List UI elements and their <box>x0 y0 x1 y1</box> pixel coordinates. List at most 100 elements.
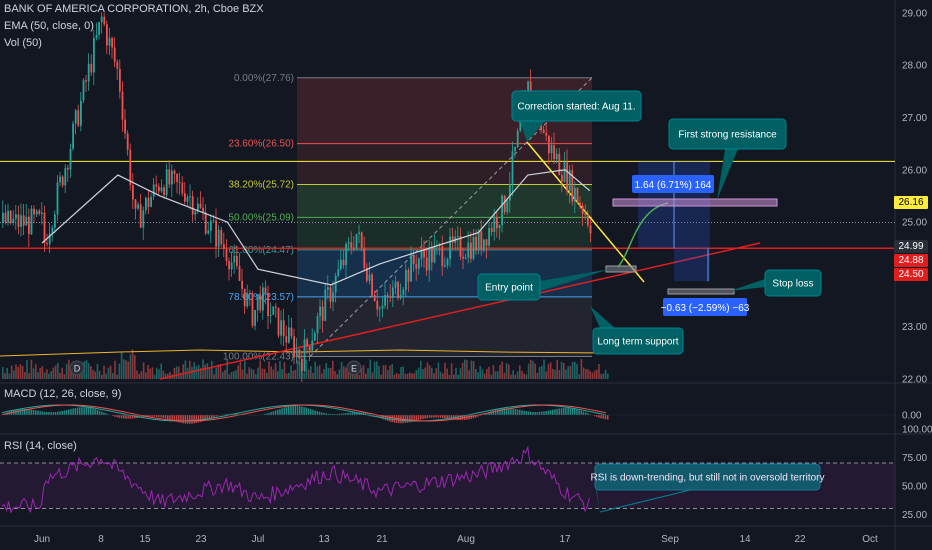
volume-bar <box>257 367 259 379</box>
macd-histogram-bar <box>52 412 55 415</box>
volume-bar <box>552 368 554 379</box>
macd-axis-tick: 0.00 <box>902 411 922 422</box>
candle-body <box>498 225 501 229</box>
candle-body <box>90 63 93 73</box>
volume-bar <box>442 373 444 379</box>
volume-bar <box>466 360 468 379</box>
candle <box>184 182 186 205</box>
volume-bar <box>323 368 325 379</box>
macd-histogram-bar <box>380 415 382 419</box>
volume-bar <box>598 364 600 379</box>
macd-histogram-bar <box>543 411 545 415</box>
volume-bar <box>65 364 68 379</box>
fib-level-label: 38.20%(25.72) <box>228 179 294 190</box>
candle <box>204 204 207 236</box>
candle <box>119 59 121 99</box>
candle-body <box>324 289 327 321</box>
candle <box>555 148 558 164</box>
callout-tail <box>520 121 545 142</box>
candle <box>441 235 444 276</box>
candle-body <box>379 308 381 310</box>
macd-histogram-bar <box>499 408 501 415</box>
macd-histogram-bar <box>87 407 90 415</box>
candle <box>269 302 272 324</box>
volume-bar <box>90 366 92 379</box>
macd-histogram-bar <box>409 415 411 423</box>
candle <box>238 253 241 282</box>
candle <box>33 205 35 224</box>
macd-histogram-bar <box>35 410 37 415</box>
volume-bar <box>479 365 481 379</box>
macd-histogram-bar <box>387 415 389 421</box>
volume-bar <box>195 366 198 379</box>
volume-bar <box>85 360 88 379</box>
candle-body <box>61 176 64 186</box>
volume-bar <box>109 365 112 379</box>
candle-body <box>38 210 41 214</box>
macd-histogram-bar <box>281 408 283 415</box>
macd-histogram-bar <box>120 415 123 419</box>
candle-body <box>384 295 386 306</box>
fib-trend-line <box>309 77 593 357</box>
volume-bar <box>334 371 336 379</box>
candle <box>69 143 72 179</box>
candle-body <box>441 245 444 267</box>
candle <box>431 241 433 271</box>
volume-bar <box>417 367 420 379</box>
candle-body <box>451 236 454 243</box>
macd-histogram-bar <box>446 415 448 419</box>
volume-bar <box>160 363 162 379</box>
macd-histogram-bar <box>519 409 521 415</box>
volume-bar <box>365 373 367 379</box>
candle-body <box>251 293 254 326</box>
macd-histogram-bar <box>50 412 52 415</box>
macd-histogram-bar <box>72 408 74 415</box>
ema-legend[interactable]: EMA (50, close, 0) <box>4 20 94 32</box>
macd-histogram-bar <box>459 415 462 421</box>
candle <box>121 81 124 132</box>
volume-bar <box>244 360 246 379</box>
candle <box>462 247 464 270</box>
volume-bar <box>307 369 310 379</box>
candle <box>394 275 397 295</box>
macd-legend[interactable]: MACD (12, 26, close, 9) <box>4 388 122 400</box>
volume-bar <box>497 371 499 379</box>
candle-body <box>256 294 259 311</box>
candle-body <box>420 249 423 259</box>
rsi-axis-tick: 50.00 <box>902 481 927 492</box>
macd-histogram-bar <box>85 407 88 415</box>
time-axis-tick: Aug <box>457 534 475 545</box>
candle-body <box>558 153 561 175</box>
stop-callout: Stop loss <box>730 269 822 297</box>
correction-callout: Correction started: Aug 11. <box>511 90 642 142</box>
volume-bar <box>402 366 404 379</box>
vol-legend[interactable]: Vol (50) <box>4 37 42 49</box>
candle-body <box>259 294 262 311</box>
time-axis-tick: 13 <box>318 534 330 545</box>
volume-bar <box>391 364 393 379</box>
volume-bar <box>450 363 453 379</box>
macd-histogram-bar <box>59 411 61 415</box>
volume-bar <box>277 371 279 379</box>
candle <box>574 181 576 214</box>
candle-body <box>108 38 111 46</box>
fib-zone <box>297 296 592 357</box>
volume-bar <box>415 370 418 379</box>
volume-bar <box>228 374 231 379</box>
candle <box>566 149 568 196</box>
volume-bar <box>6 367 8 379</box>
volume-bar <box>367 368 369 379</box>
volume-bar <box>50 371 52 379</box>
macd-histogram-bar <box>417 415 420 421</box>
candle <box>262 282 264 320</box>
macd-histogram-bar <box>574 408 576 415</box>
symbol-title[interactable]: BANK OF AMERICA CORPORATION, 2h, Cboe BZ… <box>4 3 264 15</box>
volume-bar <box>499 364 501 379</box>
volume-bar <box>118 363 121 379</box>
candle-body <box>355 233 358 249</box>
candle-body <box>334 275 337 293</box>
macd-histogram-bar <box>19 409 22 415</box>
macd-histogram-bar <box>186 415 189 424</box>
rsi-legend[interactable]: RSI (14, close) <box>4 440 77 452</box>
